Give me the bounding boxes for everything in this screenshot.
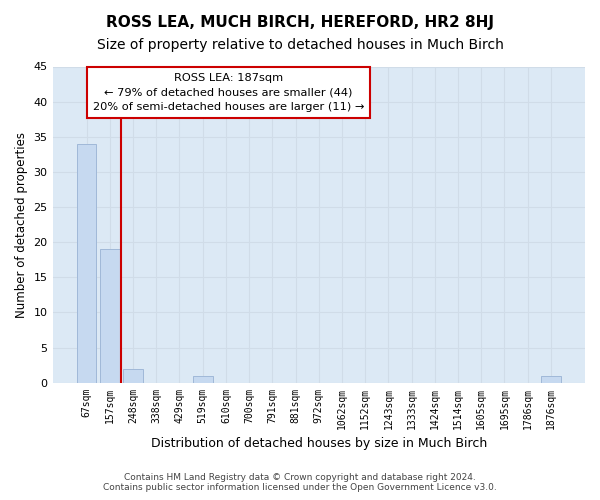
Y-axis label: Number of detached properties: Number of detached properties (15, 132, 28, 318)
X-axis label: Distribution of detached houses by size in Much Birch: Distribution of detached houses by size … (151, 437, 487, 450)
Text: Size of property relative to detached houses in Much Birch: Size of property relative to detached ho… (97, 38, 503, 52)
Bar (193, 376, 212, 382)
Bar (77, 144, 97, 382)
Text: ROSS LEA: 187sqm
← 79% of detached houses are smaller (44)
20% of semi-detached : ROSS LEA: 187sqm ← 79% of detached house… (92, 73, 364, 112)
Bar (100, 249, 119, 382)
Bar (541, 376, 561, 382)
Text: ROSS LEA, MUCH BIRCH, HEREFORD, HR2 8HJ: ROSS LEA, MUCH BIRCH, HEREFORD, HR2 8HJ (106, 15, 494, 30)
Text: Contains HM Land Registry data © Crown copyright and database right 2024.
Contai: Contains HM Land Registry data © Crown c… (103, 473, 497, 492)
Bar (123, 368, 143, 382)
